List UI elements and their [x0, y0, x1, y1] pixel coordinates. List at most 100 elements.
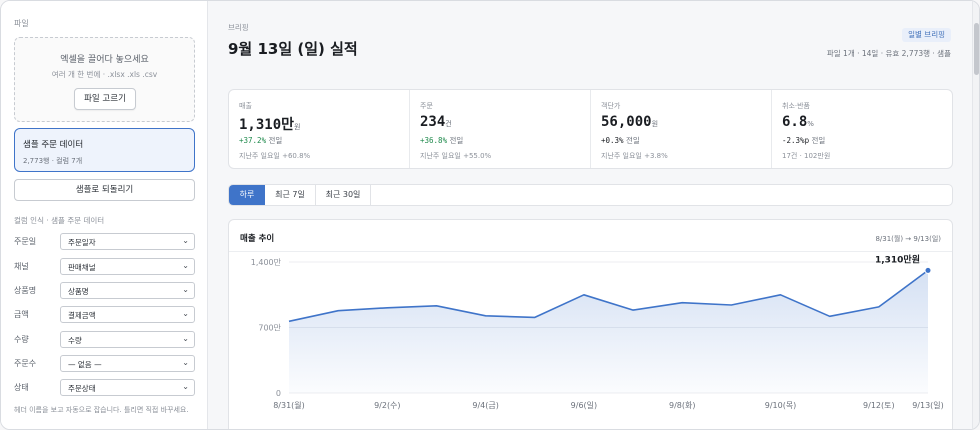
kpi-unit: 원 [294, 123, 301, 131]
field-label: 주문수 [14, 359, 37, 368]
chart-title: 매출 추이 [240, 234, 275, 244]
x-tick-label: 9/2(수) [374, 401, 400, 410]
select-value: 결제금액 [68, 311, 96, 320]
kpi-delta: +0.3% 전일 [601, 135, 640, 146]
kpi-delta-value: +0.3% [601, 136, 624, 145]
kpi-label: 매출 [239, 102, 252, 110]
daily-briefing-badge: 일별 브리핑 [902, 28, 951, 42]
y-tick-label: 700만 [258, 324, 281, 333]
chevron-down-icon: ⌄ [182, 261, 189, 270]
tab-last-7-days[interactable]: 최근 7일 [265, 185, 316, 205]
divider [229, 251, 952, 252]
kpi-compare: 지난주 일요일 +60.8% [239, 152, 311, 160]
kpi-number: 56,000 [601, 114, 652, 130]
kpi-label: 취소·반품 [782, 102, 810, 110]
kpi-value: 1,310만원 [239, 114, 300, 134]
kpi-label: 주문 [420, 102, 433, 110]
sample-data-card[interactable]: 샘플 주문 데이터 2,773행 · 컬럼 7개 [14, 128, 195, 172]
revenue-line [288, 269, 929, 323]
kpi-delta: -2.3%p 전일 [782, 135, 825, 146]
kpi-card-cancel-return: 취소·반품 6.8% -2.3%p 전일 17건 · 102만원 [772, 90, 952, 168]
product-select[interactable]: 상품명 ⌄ [60, 282, 195, 299]
amount-select[interactable]: 결제금액 ⌄ [60, 306, 195, 323]
select-value: 수량 [68, 336, 82, 345]
kpi-unit: % [807, 120, 814, 128]
y-tick-label: 0 [276, 389, 281, 398]
choose-file-button[interactable]: 파일 고르기 [74, 88, 136, 110]
kpi-compare: 17건 · 102만원 [782, 152, 831, 160]
kpi-delta-text: 전일 [449, 136, 464, 145]
kpi-card-orders: 주문 234건 +36.8% 전일 지난주 일요일 +55.0% [410, 90, 591, 168]
field-row-amount: 금액 결제금액 ⌄ [14, 306, 195, 323]
chevron-down-icon: ⌄ [182, 309, 189, 318]
order-count-select[interactable]: — 없음 — ⌄ [60, 355, 195, 372]
page-title: 9월 13일 (일) 실적 [228, 40, 358, 58]
channel-select[interactable]: 판매채널 ⌄ [60, 258, 195, 275]
main-panel: 브리핑 9월 13일 (일) 실적 일별 브리핑 파일 1개 · 14일 · 유… [208, 1, 974, 429]
chevron-down-icon: ⌄ [182, 358, 189, 367]
field-row-quantity: 수량 수량 ⌄ [14, 331, 195, 348]
kpi-row: 매출 1,310만원 +37.2% 전일 지난주 일요일 +60.8% 주문 2… [228, 89, 953, 169]
field-row-order-count: 주문수 — 없음 — ⌄ [14, 355, 195, 372]
kpi-value: 6.8% [782, 114, 814, 130]
field-label: 상태 [14, 383, 29, 392]
chevron-down-icon: ⌄ [182, 334, 189, 343]
last-point-marker [924, 266, 932, 274]
kpi-delta: +37.2% 전일 [239, 135, 282, 146]
select-value: 주문상태 [68, 384, 96, 393]
chevron-down-icon: ⌄ [182, 285, 189, 294]
field-label: 금액 [14, 310, 29, 319]
kpi-delta-value: +37.2% [239, 136, 267, 145]
field-row-status: 상태 주문상태 ⌄ [14, 379, 195, 396]
field-row-product: 상품명 상품명 ⌄ [14, 282, 195, 299]
kpi-delta: +36.8% 전일 [420, 135, 463, 146]
field-row-channel: 채널 판매채널 ⌄ [14, 258, 195, 275]
revert-to-sample-button[interactable]: 샘플로 되돌리기 [14, 179, 195, 201]
kpi-delta-text: 전일 [268, 136, 283, 145]
scrollbar-thumb[interactable] [974, 23, 979, 75]
sample-data-title: 샘플 주문 데이터 [23, 140, 84, 150]
kpi-delta-text: 전일 [811, 136, 826, 145]
x-tick-label: 9/8(화) [669, 401, 695, 410]
file-meta: 파일 1개 · 14일 · 유효 2,773행 · 샘플 [826, 49, 951, 58]
revenue-trend-card: 매출 추이 8/31(월) → 9/13(일) 0 700만 1,400만 1,310… [228, 219, 953, 429]
kpi-number: 1,310만 [239, 117, 295, 133]
file-dropzone[interactable]: 엑셀을 끌어다 놓으세요 여러 개 한 번에 · .xlsx .xls .csv… [14, 37, 195, 122]
period-tabs: 하루 최근 7일 최근 30일 [228, 184, 953, 206]
chart-date-range: 8/31(월) → 9/13(일) [875, 235, 941, 243]
field-label: 수량 [14, 335, 29, 344]
kpi-delta-value: +36.8% [420, 136, 448, 145]
column-mapping-label: 컬럼 인식 · 샘플 주문 데이터 [14, 216, 105, 225]
kpi-delta-value: -2.3%p [782, 136, 810, 145]
revenue-area [289, 270, 928, 393]
kpi-unit: 건 [445, 120, 452, 128]
chevron-down-icon: ⌄ [182, 382, 189, 391]
quantity-select[interactable]: 수량 ⌄ [60, 331, 195, 348]
field-label: 주문일 [14, 237, 37, 246]
kpi-value: 56,000원 [601, 114, 658, 130]
revenue-trend-chart: 0 700만 1,400만 1,310만원 8/31(월) 9/2(수) 9/4(금) 9/6… [251, 253, 944, 410]
kpi-number: 234 [420, 114, 446, 130]
x-tick-label: 9/10(목) [765, 401, 797, 410]
kpi-unit: 원 [651, 120, 659, 128]
status-select[interactable]: 주문상태 ⌄ [60, 379, 195, 396]
select-value: 판매채널 [68, 263, 96, 272]
last-value-label: 1,310만원 [875, 253, 920, 265]
kpi-value: 234건 [420, 114, 452, 130]
sample-data-subtitle: 2,773행 · 컬럼 7개 [23, 157, 83, 165]
x-tick-label: 9/12(토) [863, 401, 895, 410]
page-scrollbar[interactable] [972, 1, 979, 429]
select-value: 상품명 [68, 287, 89, 296]
y-tick-label: 1,400만 [251, 258, 282, 267]
mapping-help-text: 헤더 이름을 보고 자동으로 잡습니다. 틀리면 직접 바꾸세요. [14, 406, 189, 414]
tab-day[interactable]: 하루 [229, 185, 265, 205]
kpi-compare: 지난주 일요일 +3.8% [601, 152, 668, 160]
field-row-order-date: 주문일 주문일자 ⌄ [14, 233, 195, 250]
x-tick-label: 9/6(일) [571, 401, 597, 410]
breadcrumb: 브리핑 [228, 23, 249, 32]
kpi-card-avg-order: 객단가 56,000원 +0.3% 전일 지난주 일요일 +3.8% [591, 90, 772, 168]
order-date-select[interactable]: 주문일자 ⌄ [60, 233, 195, 250]
chevron-down-icon: ⌄ [182, 236, 189, 245]
tab-last-30-days[interactable]: 최근 30일 [316, 185, 371, 205]
